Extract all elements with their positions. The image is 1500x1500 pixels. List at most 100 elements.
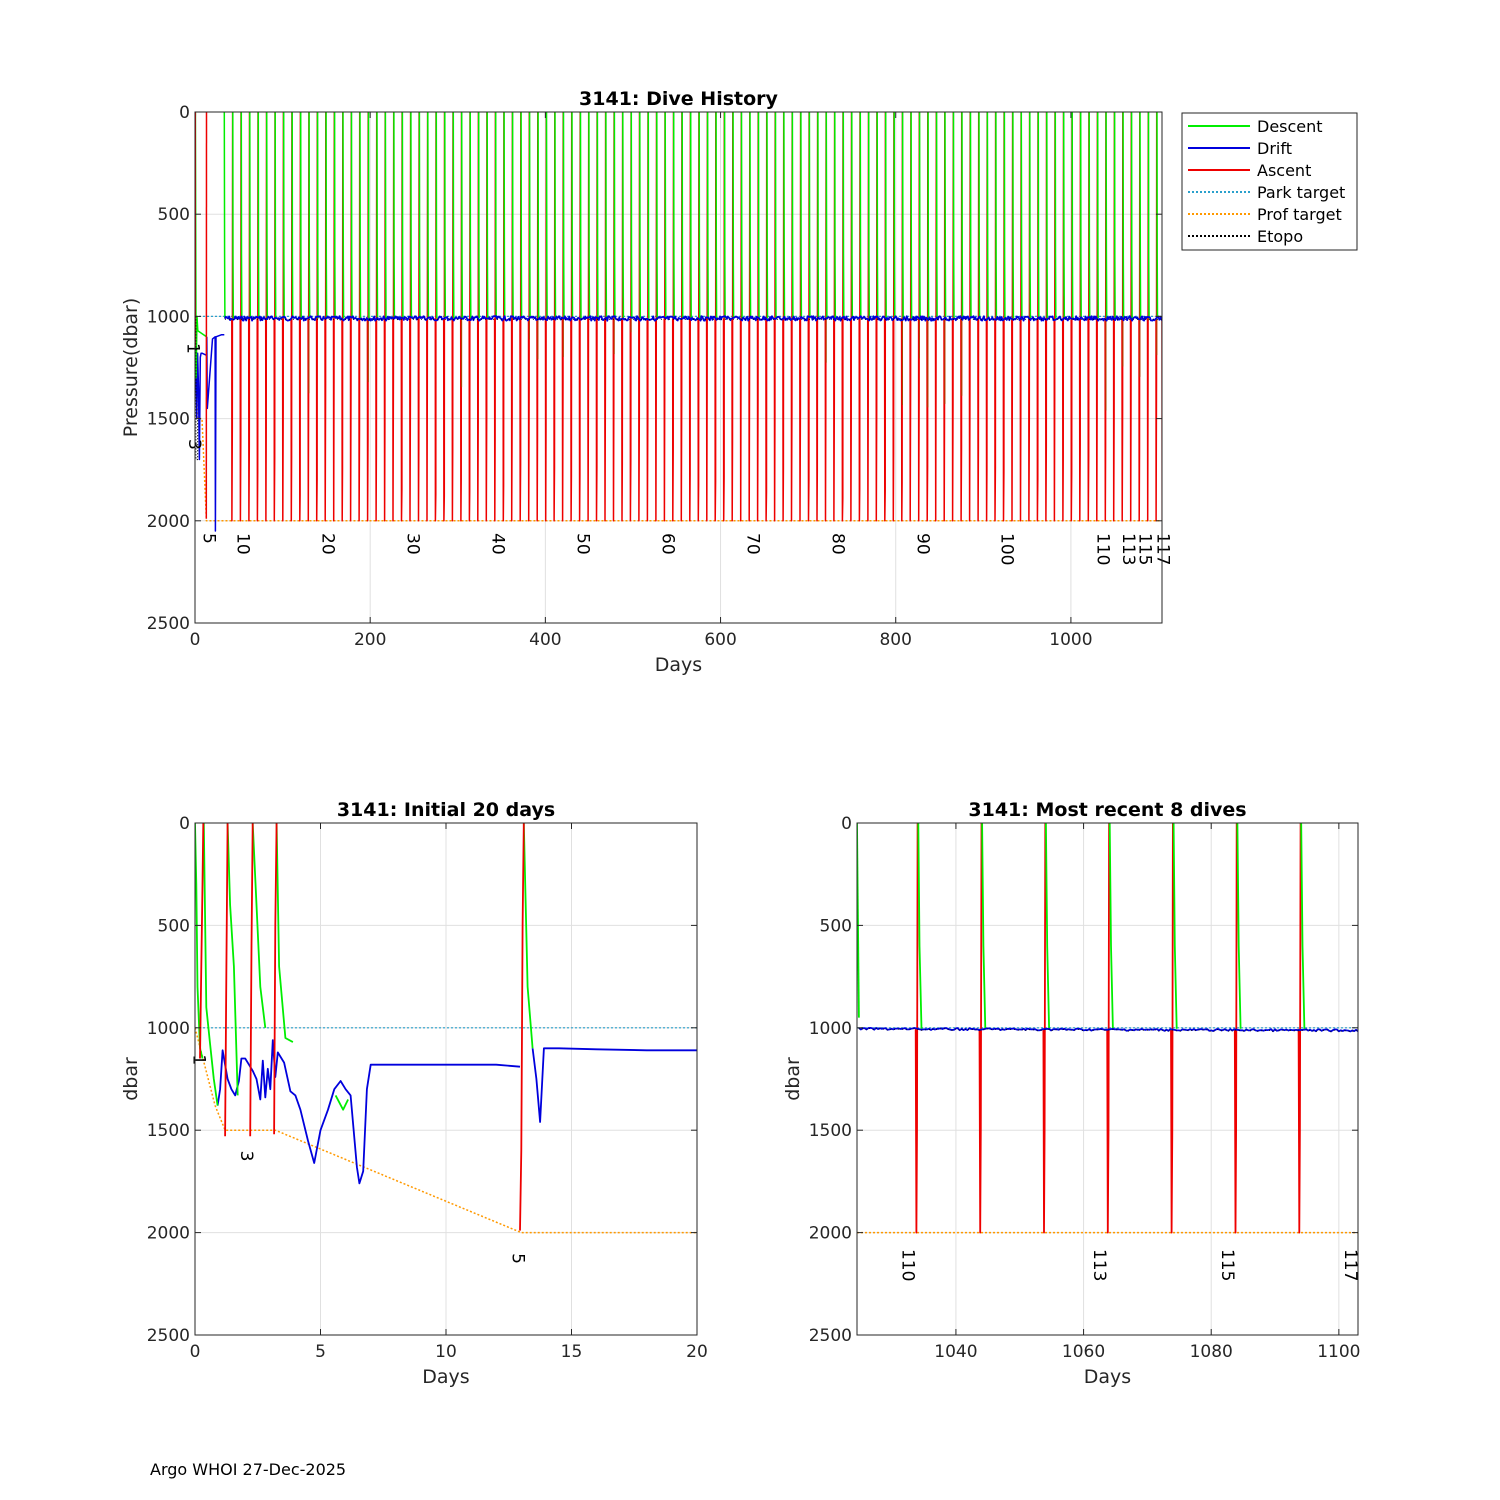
x-tick-label: 1080 — [1190, 1342, 1233, 1362]
x-tick-label: 1040 — [934, 1342, 977, 1362]
descent-mark — [410, 112, 413, 319]
descent-mark — [969, 112, 972, 319]
y-tick-label: 0 — [841, 814, 852, 834]
ascent-mark — [570, 112, 573, 522]
descent-mark — [834, 112, 837, 319]
descent-series — [202, 823, 219, 1106]
descent-mark — [723, 112, 726, 319]
descent-mark — [444, 112, 447, 319]
descent-mark — [588, 112, 591, 319]
y-tick-label: 2000 — [809, 1224, 852, 1244]
y-tick-label: 500 — [820, 916, 852, 936]
cycle-label: 115 — [1217, 1249, 1237, 1281]
descent-mark — [961, 112, 964, 319]
axes-box — [194, 111, 1163, 624]
y-axis-label: dbar — [120, 1057, 142, 1101]
plot-series — [195, 823, 697, 1234]
cycle-label: 10 — [233, 533, 253, 555]
descent-mark — [664, 112, 667, 319]
descent-mark — [545, 112, 548, 319]
cycle-label: 100 — [996, 533, 1016, 565]
cycle-label: 1 — [189, 1054, 209, 1065]
x-tick-label: 10 — [435, 1342, 457, 1362]
descent-mark — [1079, 112, 1082, 319]
chart-title: 3141: Most recent 8 dives — [968, 799, 1246, 821]
descent-mark — [596, 112, 599, 319]
ascent-mark — [1233, 823, 1238, 1234]
ascent-mark — [978, 823, 983, 1234]
ascent-mark — [417, 112, 420, 522]
descent-mark — [859, 112, 862, 319]
cycle-label: 1 — [182, 343, 202, 354]
y-tick-label: 0 — [179, 103, 190, 123]
descent-mark — [435, 112, 438, 319]
y-tick-label: 500 — [158, 916, 190, 936]
descent-mark — [562, 112, 565, 319]
descent-mark — [1122, 112, 1125, 319]
descent-mark — [698, 112, 701, 319]
descent-mark — [223, 112, 226, 319]
chart-title: 3141: Initial 20 days — [337, 799, 555, 821]
ascent-mark — [731, 112, 734, 522]
descent-mark — [1096, 112, 1099, 319]
descent-mark — [1300, 823, 1306, 1029]
descent-mark — [630, 112, 633, 319]
ascent-mark — [841, 112, 844, 522]
ascent-mark — [714, 112, 717, 522]
descent-mark — [1045, 823, 1050, 1029]
descent-mark — [808, 112, 811, 319]
cycle-label: 110 — [898, 1249, 918, 1281]
descent-mark — [622, 112, 625, 319]
descent-mark — [757, 112, 760, 319]
descent-mark — [427, 112, 430, 319]
descent-mark — [367, 112, 370, 319]
descent-mark — [613, 112, 616, 319]
descent-mark — [537, 112, 540, 319]
cycle-label: 3 — [184, 439, 204, 450]
descent-mark — [901, 112, 904, 319]
ascent-mark — [816, 112, 819, 522]
descent-mark — [817, 112, 820, 319]
descent-mark — [1062, 112, 1066, 319]
descent-mark — [791, 112, 794, 319]
descent-series — [275, 823, 294, 1043]
descent-mark — [1172, 823, 1178, 1029]
ascent-mark — [400, 112, 403, 522]
descent-series — [334, 1094, 349, 1111]
ascent-mark — [1170, 823, 1174, 1234]
descent-mark — [325, 112, 328, 319]
descent-mark — [851, 112, 854, 319]
descent-mark — [452, 112, 455, 319]
descent-mark — [342, 112, 345, 319]
y-tick-label: 1000 — [147, 1019, 190, 1039]
cycle-label: 110 — [1093, 533, 1113, 565]
legend: Descent Drift Ascent Park target Prof target… — [1181, 112, 1358, 251]
descent-mark — [884, 112, 887, 319]
cycle-label: 60 — [657, 533, 677, 555]
descent-mark — [418, 112, 421, 319]
ascent-mark — [977, 112, 980, 522]
descent-mark — [401, 112, 404, 319]
descent-mark — [1037, 112, 1040, 319]
cycle-label: 30 — [402, 533, 422, 555]
x-tick-label: 0 — [190, 1342, 201, 1362]
x-tick-label: 1060 — [1062, 1342, 1105, 1362]
ascent-mark — [578, 112, 581, 522]
descent-mark — [927, 112, 930, 319]
descent-mark — [1088, 112, 1091, 319]
ascent-mark — [315, 112, 319, 522]
x-tick-label: 1100 — [1317, 1342, 1360, 1362]
x-tick-label: 200 — [354, 630, 386, 650]
descent-mark — [511, 112, 514, 319]
descent-mark — [647, 112, 650, 319]
y-tick-label: 500 — [158, 205, 190, 225]
descent-mark — [359, 112, 362, 319]
descent-mark — [249, 112, 252, 319]
x-axis-label: Days — [1084, 1366, 1131, 1388]
descent-mark — [935, 112, 938, 319]
descent-mark — [867, 112, 871, 319]
descent-mark — [384, 112, 387, 319]
ascent-mark — [1036, 112, 1039, 522]
ascent-mark — [442, 112, 446, 522]
